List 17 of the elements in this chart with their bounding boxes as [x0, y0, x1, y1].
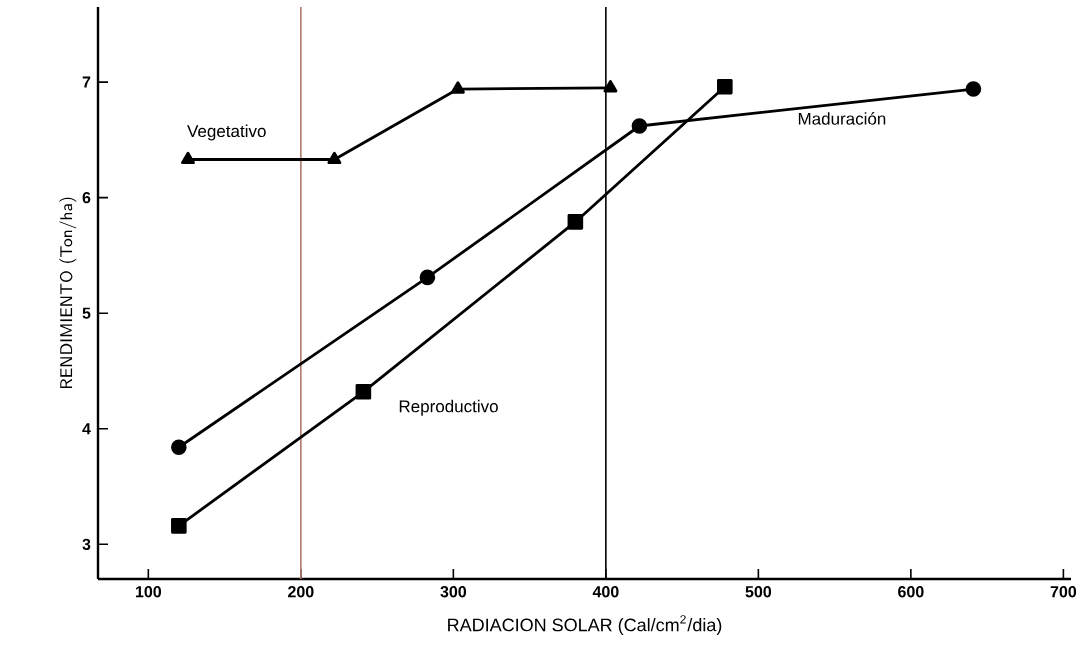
y-tick-label: 7 [82, 76, 91, 88]
y-tick-label: 3 [82, 538, 91, 550]
y-tick-label: 4 [82, 423, 91, 435]
x-tick-label: 500 [745, 586, 772, 598]
x-tick-label: 200 [288, 586, 314, 598]
series-label: Vegetativo [187, 124, 266, 141]
series-label: Reproductivo [399, 399, 498, 416]
x-tick-label: 400 [592, 586, 619, 598]
series-label: Maduración [798, 112, 886, 125]
x-axis-title: RADIACION SOLAR (Cal/cm$^{2}$/dia) [448, 615, 722, 635]
x-tick-label: 600 [898, 586, 924, 598]
y-tick-label: 6 [82, 191, 91, 204]
y-tick-label: 5 [82, 307, 91, 319]
x-tick-label: 300 [440, 586, 467, 598]
x-tick-label: 100 [135, 586, 162, 598]
y-axis-title: RENDIMIENTO (Ton/ha) [59, 197, 77, 388]
x-tick-label: 700 [1050, 586, 1077, 598]
